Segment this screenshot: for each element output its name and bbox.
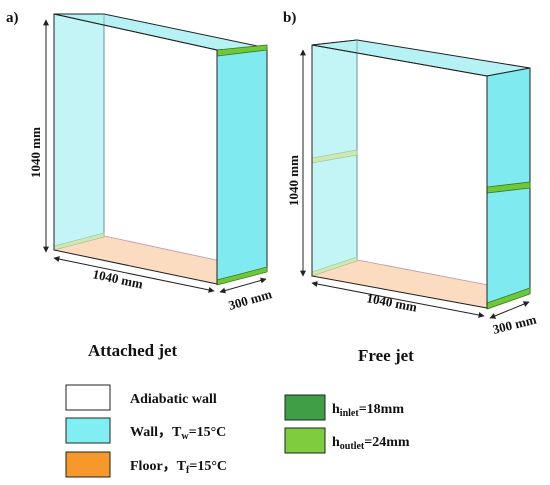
panel-a-box	[53, 13, 268, 286]
panel-b-box	[310, 39, 532, 310]
panel-b-depth-label: 300 mm	[491, 312, 538, 337]
panel-a-label: a)	[6, 10, 19, 26]
legend-text-inlet: hinlet=18mm	[332, 402, 404, 419]
legend-swatch-inlet	[284, 394, 326, 421]
panel-b-label: b)	[283, 10, 296, 26]
legend-swatch-adiabatic	[65, 384, 111, 411]
panel-b-caption: Free jet	[358, 346, 414, 365]
legend-swatch-outlet	[284, 427, 326, 454]
legend-text-outlet: houtlet=24mm	[332, 435, 410, 452]
legend-text-adiabatic: Adiabatic wall	[130, 392, 217, 407]
panel-b-depth-arrow	[489, 301, 530, 319]
panel-a-caption: Attached jet	[88, 341, 178, 360]
legend: Adiabatic wall Wall，Tw=15°C Floor，Tf=15°…	[65, 384, 410, 478]
panel-a-height-label: 1040 mm	[28, 127, 43, 178]
panel-b-height-label: 1040 mm	[286, 155, 301, 206]
legend-text-floor: Floor，Tf=15°C	[130, 459, 227, 476]
legend-swatch-wall	[65, 417, 111, 444]
panel-a-width-label: 1040 mm	[91, 266, 144, 291]
panel-a-width-arrow	[53, 256, 215, 293]
panel-a-depth-label: 300 mm	[227, 286, 274, 313]
legend-swatch-floor	[65, 451, 111, 478]
legend-text-wall: Wall，Tw=15°C	[130, 425, 226, 442]
panel-b-width-arrow	[311, 281, 485, 318]
panel-a-depth-arrow	[219, 277, 267, 294]
